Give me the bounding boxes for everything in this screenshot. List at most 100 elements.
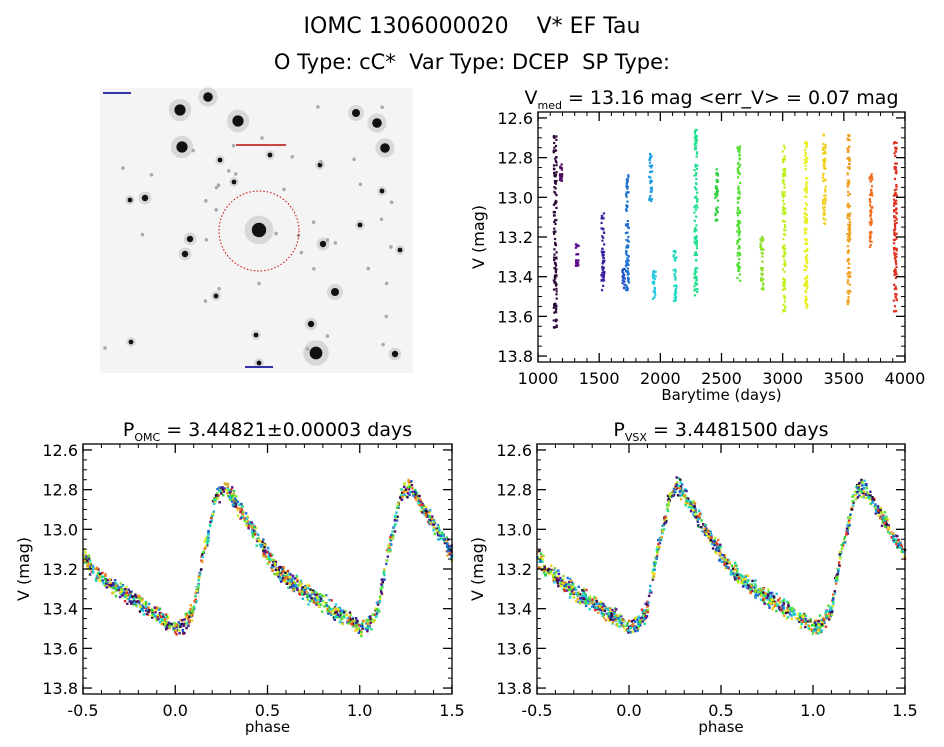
data-point	[821, 174, 825, 177]
data-point	[621, 270, 624, 273]
data-point	[715, 541, 718, 544]
data-point	[838, 555, 842, 559]
data-point	[694, 282, 697, 285]
data-point	[191, 606, 194, 610]
data-point	[895, 237, 898, 240]
data-point	[620, 614, 623, 618]
data-point	[738, 196, 741, 199]
data-point	[782, 248, 785, 251]
data-point	[194, 598, 197, 602]
data-point	[895, 207, 898, 210]
x-axis-label: Barytime (days)	[661, 386, 781, 404]
data-point	[802, 613, 805, 616]
chart-title: PVSX = 3.4481500 days	[613, 419, 828, 444]
data-point	[375, 612, 379, 615]
data-point	[288, 576, 291, 579]
data-point	[712, 540, 715, 544]
data-point	[674, 486, 677, 490]
data-point	[153, 614, 156, 618]
data-point	[892, 299, 895, 302]
data-point	[736, 201, 740, 204]
data-point	[803, 162, 806, 165]
x-tick-label: 2000	[640, 369, 681, 388]
data-point	[838, 550, 842, 554]
data-point	[555, 577, 558, 580]
data-point	[694, 138, 697, 141]
data-point	[804, 167, 807, 171]
data-point	[693, 285, 696, 288]
data-point	[769, 592, 772, 595]
data-point	[892, 537, 895, 540]
data-point	[805, 144, 808, 147]
data-point	[222, 493, 225, 497]
data-point	[626, 273, 629, 276]
data-point	[786, 610, 790, 614]
data-point	[389, 543, 393, 546]
data-point	[246, 522, 249, 525]
data-point	[892, 194, 896, 197]
data-point	[562, 578, 565, 581]
data-point	[560, 179, 563, 182]
data-point	[806, 277, 809, 280]
data-point	[653, 564, 656, 568]
data-point	[736, 254, 739, 257]
data-point	[618, 621, 622, 624]
data-point	[695, 140, 698, 143]
data-point	[868, 197, 871, 201]
data-point	[306, 592, 310, 595]
data-point	[309, 596, 312, 599]
data-point	[895, 538, 899, 542]
data-point	[815, 626, 819, 629]
data-point	[134, 593, 137, 596]
data-point	[353, 619, 357, 623]
data-point	[215, 494, 218, 497]
data-point	[783, 173, 787, 177]
data-point	[751, 579, 754, 583]
data-point	[625, 191, 629, 194]
data-point	[764, 592, 767, 595]
data-point	[226, 482, 230, 486]
data-point	[302, 587, 305, 590]
data-point	[695, 135, 699, 138]
data-point	[791, 608, 794, 612]
data-point	[633, 626, 636, 629]
data-point	[894, 154, 897, 158]
data-point	[554, 271, 558, 274]
data-point	[738, 251, 741, 255]
data-point	[597, 611, 600, 614]
data-point	[600, 608, 603, 612]
data-point	[646, 605, 649, 608]
data-point	[123, 599, 127, 603]
data-point	[167, 624, 170, 627]
data-point	[231, 486, 234, 489]
data-point	[746, 574, 750, 577]
data-point	[684, 502, 687, 505]
data-point	[326, 607, 330, 611]
data-point	[693, 169, 696, 172]
data-point	[870, 173, 873, 176]
data-point	[130, 590, 133, 593]
data-point	[209, 520, 212, 524]
data-point	[624, 231, 628, 235]
data-point	[610, 614, 614, 618]
data-point	[625, 195, 628, 198]
data-point	[692, 500, 695, 503]
data-point	[736, 242, 739, 245]
data-point	[226, 492, 229, 495]
data-point	[142, 606, 146, 609]
data-point	[798, 620, 801, 623]
data-point	[117, 588, 120, 592]
data-point	[600, 273, 603, 277]
data-point	[815, 631, 818, 635]
data-point	[825, 616, 828, 620]
data-point	[782, 308, 785, 312]
data-point	[560, 168, 564, 171]
data-point	[783, 224, 787, 227]
data-point	[249, 523, 252, 526]
data-point	[431, 517, 434, 521]
data-point	[823, 213, 827, 216]
data-point	[798, 615, 801, 618]
data-point	[673, 490, 676, 494]
data-point	[439, 537, 442, 541]
data-point	[552, 203, 556, 206]
